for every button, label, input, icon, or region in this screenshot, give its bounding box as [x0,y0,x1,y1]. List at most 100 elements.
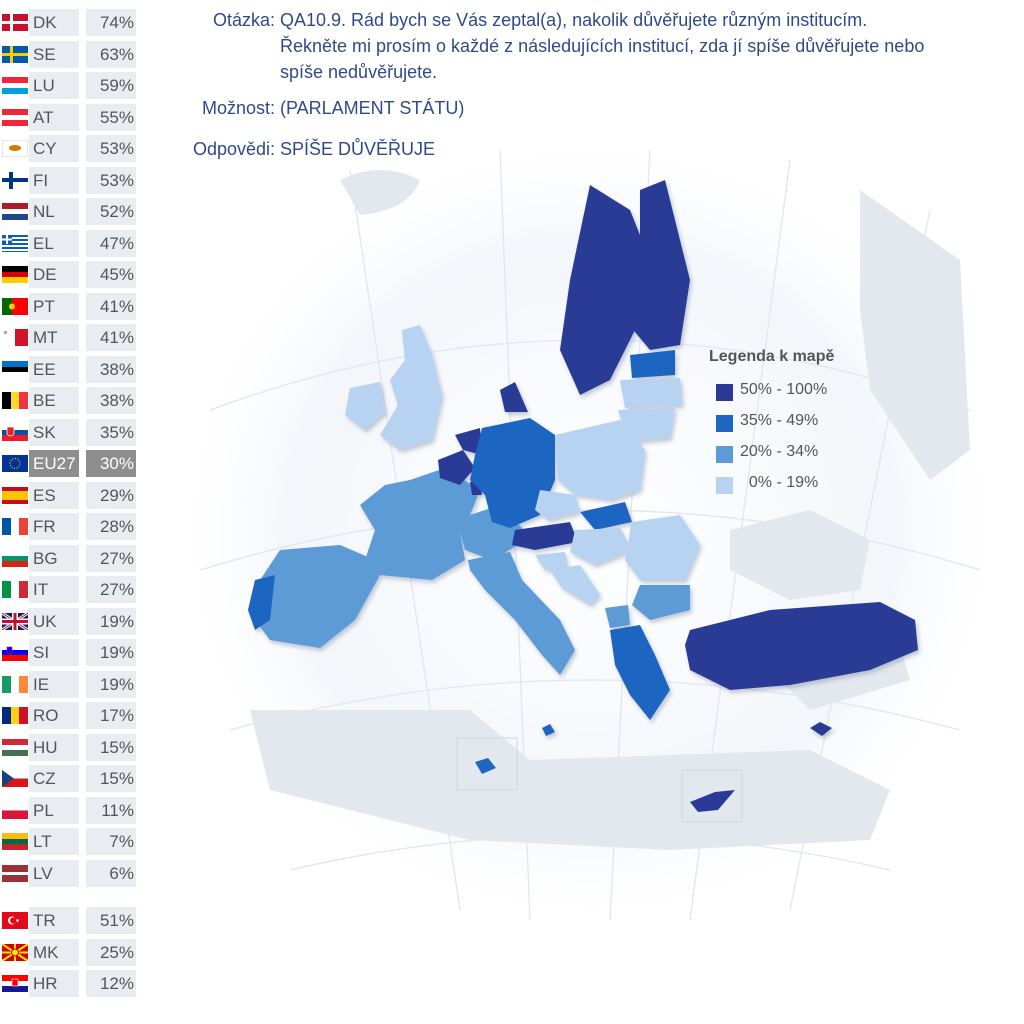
cy-flag-icon [2,140,28,157]
map-country-sk [580,502,632,530]
ranking-row-tr: TR 51% [0,907,140,934]
option-text: (PARLAMENT STÁTU) [280,98,465,118]
country-code: CZ [29,765,79,792]
map-country-hu [570,528,632,565]
country-code: IE [29,670,79,698]
map-legend: Legenda k mapě 50% - 100% 35% - 49% 20% … [700,348,870,500]
ranking-row-sk: SK 35% [0,418,140,446]
legend-label: 20% - 34% [740,443,819,460]
country-percentage: 25% [86,938,136,966]
country-percentage: 53% [86,135,136,162]
country-percentage: 6% [86,859,136,887]
map-country-bg [632,585,690,620]
country-code: IT [29,576,79,603]
legend-item: 50% - 100% [700,376,870,407]
question-text-line2: Řekněte mi prosím o každé z následujícíc… [280,36,925,56]
country-percentage: 52% [86,198,136,225]
ranking-row-pl: PL 11% [0,796,140,824]
it-flag-icon [2,581,28,598]
legend-swatch [716,415,733,432]
country-code: EU27 [29,450,79,477]
country-code: SE [29,40,79,68]
hu-flag-icon [2,738,28,756]
country-percentage: 11% [86,796,136,824]
legend-swatch [716,446,733,463]
country-percentage: 63% [86,40,136,68]
cyprus-inset-frame [681,769,743,823]
map-country-mt [542,724,555,736]
legend-title: Legenda k mapě [709,348,835,365]
cyprus-inset-shape [690,790,735,812]
ranking-row-hu: HU 15% [0,733,140,761]
country-code: PT [29,292,79,320]
country-code: DE [29,261,79,288]
country-percentage: 38% [86,387,136,414]
iceland-shape [340,170,420,215]
map-country-mk [605,605,630,628]
country-code: PL [29,796,79,824]
country-code: RO [29,702,79,729]
legend-item: 0% - 19% [700,469,870,500]
answer-label-wrap: Odpovědi: [170,139,275,161]
country-percentage: 28% [86,513,136,540]
pl-flag-icon [2,801,28,819]
ranking-row-ie: IE 19% [0,670,140,698]
ranking-row-fi: FI 53% [0,166,140,194]
question-text-line3: spíše nedůvěřujete. [280,62,438,82]
se-flag-icon [2,45,28,63]
map-country-uk [380,325,442,450]
mk-flag-icon [2,943,28,961]
cz-flag-icon [2,770,28,787]
map-country-es [255,545,380,648]
legend-label: 0% - 19% [740,474,819,491]
ranking-row-ro: RO 17% [0,702,140,729]
country-code: BE [29,387,79,414]
lu-flag-icon [2,77,28,94]
map-country-fi [625,180,690,350]
ranking-row-el: EL 47% [0,229,140,257]
eu-flag-icon [2,455,28,472]
mt-flag-icon [2,329,28,346]
country-percentage: 17% [86,702,136,729]
country-percentage: 12% [86,970,136,997]
country-percentage: 55% [86,103,136,131]
ranking-row-uk: UK 19% [0,607,140,635]
question-text-line1: QA10.9. Rád bych se Vás zeptal(a), nakol… [280,10,868,30]
country-code: HU [29,733,79,761]
map-country-ie [345,382,385,430]
map-country-at [512,522,578,550]
ranking-row-lu: LU 59% [0,72,140,99]
lv-flag-icon [2,864,28,882]
es-flag-icon [2,486,28,504]
ranking-row-it: IT 27% [0,576,140,603]
legend-swatch [716,477,733,494]
ranking-row-se: SE 63% [0,40,140,68]
legend-item: 35% - 49% [700,407,870,438]
country-percentage: 53% [86,166,136,194]
ranking-row-bg: BG 27% [0,544,140,572]
country-code: MK [29,938,79,966]
sk-flag-icon [2,423,28,441]
at-flag-icon [2,108,28,126]
country-percentage: 19% [86,639,136,666]
ranking-row-de: DE 45% [0,261,140,288]
ranking-row-pt: PT 41% [0,292,140,320]
country-percentage: 19% [86,607,136,635]
country-percentage: 27% [86,544,136,572]
ranking-row-nl: NL 52% [0,198,140,225]
dk-flag-icon [2,14,28,31]
map-country-dk [500,382,528,412]
bg-flag-icon [2,549,28,567]
question-label-wrap: Otázka: [170,10,275,32]
fr-flag-icon [2,518,28,535]
hr-flag-icon [2,975,28,992]
country-code: SK [29,418,79,446]
map-country-it [468,552,575,675]
ranking-row-mt: MT 41% [0,324,140,351]
ranking-row-cz: CZ 15% [0,765,140,792]
country-percentage: 74% [86,9,136,36]
ranking-row-be: BE 38% [0,387,140,414]
legend-label: 50% - 100% [740,381,828,398]
country-code: NL [29,198,79,225]
legend-swatch [716,384,733,401]
